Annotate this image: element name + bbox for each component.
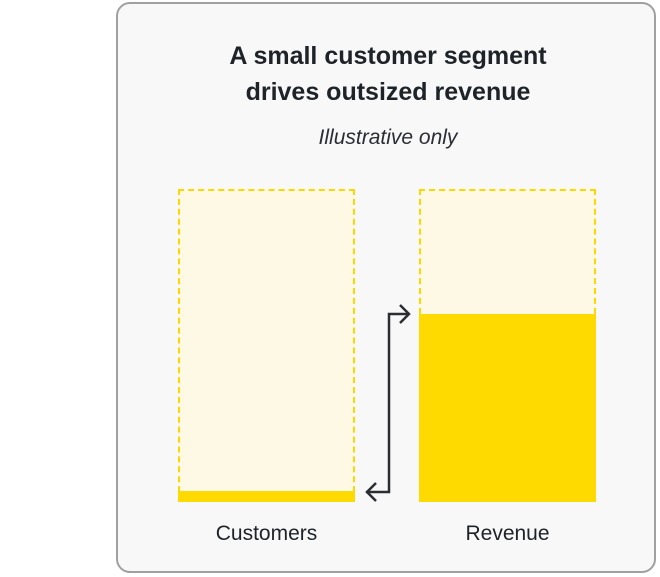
- customers-bar-fill: [178, 491, 355, 502]
- revenue-bar-fill: [419, 314, 596, 502]
- revenue-bar: [419, 189, 596, 502]
- subtitle: Illustrative only: [318, 126, 458, 149]
- customers-label: Customers: [215, 522, 318, 545]
- revenue-label: Revenue: [465, 522, 550, 545]
- title-line-1: A small customer segment: [229, 42, 547, 70]
- customers-bar: [178, 189, 355, 502]
- diagram-title: A small customer segment drives outsized…: [116, 38, 660, 110]
- title-line-2: drives outsized revenue: [245, 78, 531, 106]
